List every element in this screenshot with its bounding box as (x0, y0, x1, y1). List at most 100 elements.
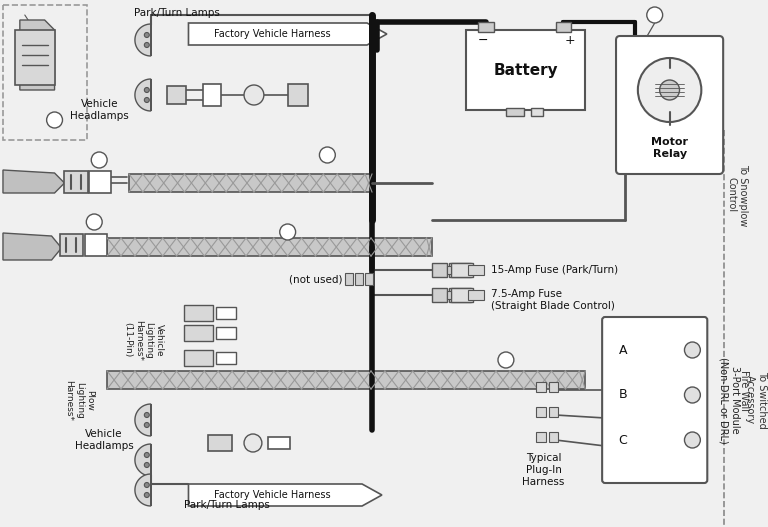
Circle shape (660, 80, 680, 100)
Circle shape (144, 87, 149, 93)
Bar (531, 108, 543, 116)
Text: C: C (618, 434, 627, 446)
Text: Factory Vehicle Harness: Factory Vehicle Harness (214, 490, 331, 500)
Text: 3-Port Module
(Non-DRL or DRL): 3-Port Module (Non-DRL or DRL) (718, 357, 740, 443)
Bar (365, 273, 373, 285)
Text: 15-Amp Fuse (Park/Turn): 15-Amp Fuse (Park/Turn) (491, 265, 618, 275)
Circle shape (144, 33, 149, 37)
Text: Vehicle
Lighting
Harness*
(11-Pin): Vehicle Lighting Harness* (11-Pin) (124, 319, 164, 360)
Text: To Switched
Accessory: To Switched Accessory (745, 371, 766, 429)
Polygon shape (3, 170, 65, 193)
Polygon shape (135, 474, 151, 506)
Circle shape (638, 58, 701, 122)
Bar (535, 432, 545, 442)
Bar (605, 320, 704, 480)
Bar (449, 263, 472, 277)
Bar (217, 352, 236, 364)
Polygon shape (135, 79, 151, 111)
Text: Fire Wall: Fire Wall (739, 369, 749, 411)
Bar (535, 407, 545, 417)
Bar (217, 327, 236, 339)
Bar (548, 407, 558, 417)
Bar (478, 22, 494, 32)
Polygon shape (135, 444, 151, 476)
Text: A: A (619, 344, 627, 356)
Polygon shape (20, 20, 55, 90)
Text: −: − (478, 34, 488, 46)
Bar (449, 288, 472, 302)
Bar (468, 290, 484, 300)
Bar (432, 288, 448, 302)
Polygon shape (188, 484, 382, 506)
Circle shape (47, 112, 62, 128)
Bar (535, 382, 545, 392)
Bar (447, 266, 451, 274)
Circle shape (684, 432, 700, 448)
Circle shape (280, 224, 296, 240)
Circle shape (144, 493, 149, 497)
Circle shape (244, 434, 262, 452)
FancyBboxPatch shape (616, 36, 723, 174)
Bar (506, 108, 524, 116)
Text: 2: 2 (325, 151, 330, 160)
Text: Vehicle
Headlamps: Vehicle Headlamps (74, 429, 134, 451)
Circle shape (144, 97, 149, 102)
Bar (85, 234, 107, 256)
Circle shape (684, 342, 700, 358)
Bar (184, 325, 214, 341)
Polygon shape (188, 23, 387, 45)
Circle shape (498, 352, 514, 368)
Circle shape (91, 152, 107, 168)
Circle shape (144, 43, 149, 47)
Circle shape (144, 413, 149, 417)
Circle shape (144, 423, 149, 427)
Circle shape (144, 453, 149, 457)
Circle shape (144, 483, 149, 487)
Text: Vehicle
Headlamps: Vehicle Headlamps (70, 99, 128, 121)
Bar (217, 307, 236, 319)
Text: 7.5-Amp Fuse
(Straight Blade Control): 7.5-Amp Fuse (Straight Blade Control) (491, 289, 615, 311)
Text: 8: 8 (251, 91, 257, 100)
Polygon shape (135, 404, 151, 436)
Bar (208, 435, 232, 451)
Circle shape (647, 7, 663, 23)
Text: Typical
Plug-In
Harness: Typical Plug-In Harness (522, 453, 564, 486)
Bar (65, 171, 88, 193)
Bar (548, 382, 558, 392)
Circle shape (244, 85, 264, 105)
Bar (204, 84, 221, 106)
Bar (184, 350, 214, 366)
Bar (355, 273, 363, 285)
Text: To Snowplow
Control: To Snowplow Control (727, 164, 748, 226)
Text: 9: 9 (250, 438, 256, 447)
Text: +: + (565, 34, 576, 46)
Text: (not used): (not used) (289, 275, 343, 285)
Text: 6: 6 (503, 356, 508, 365)
Bar (468, 265, 484, 275)
Bar (184, 305, 214, 321)
Text: Factory Vehicle Harness: Factory Vehicle Harness (214, 29, 331, 39)
Text: B: B (619, 388, 627, 402)
Circle shape (86, 214, 102, 230)
Bar (107, 238, 432, 256)
Bar (548, 432, 558, 442)
Text: Battery: Battery (494, 63, 558, 77)
Bar (288, 84, 307, 106)
Bar (555, 22, 571, 32)
Text: 4: 4 (97, 155, 102, 164)
Text: Plow
Lighting
Harness*: Plow Lighting Harness* (65, 379, 94, 421)
Bar (268, 437, 290, 449)
Text: 3: 3 (285, 228, 290, 237)
Circle shape (319, 147, 336, 163)
Bar (345, 273, 353, 285)
Text: Park/Turn Lamps: Park/Turn Lamps (184, 500, 270, 510)
Circle shape (684, 387, 700, 403)
Bar (129, 174, 372, 192)
Bar (89, 171, 111, 193)
Text: Motor
Relay: Motor Relay (651, 137, 688, 159)
FancyBboxPatch shape (602, 317, 707, 483)
Text: 7: 7 (51, 115, 58, 124)
Text: 1: 1 (652, 11, 657, 19)
Bar (452, 263, 473, 277)
Bar (167, 86, 187, 104)
